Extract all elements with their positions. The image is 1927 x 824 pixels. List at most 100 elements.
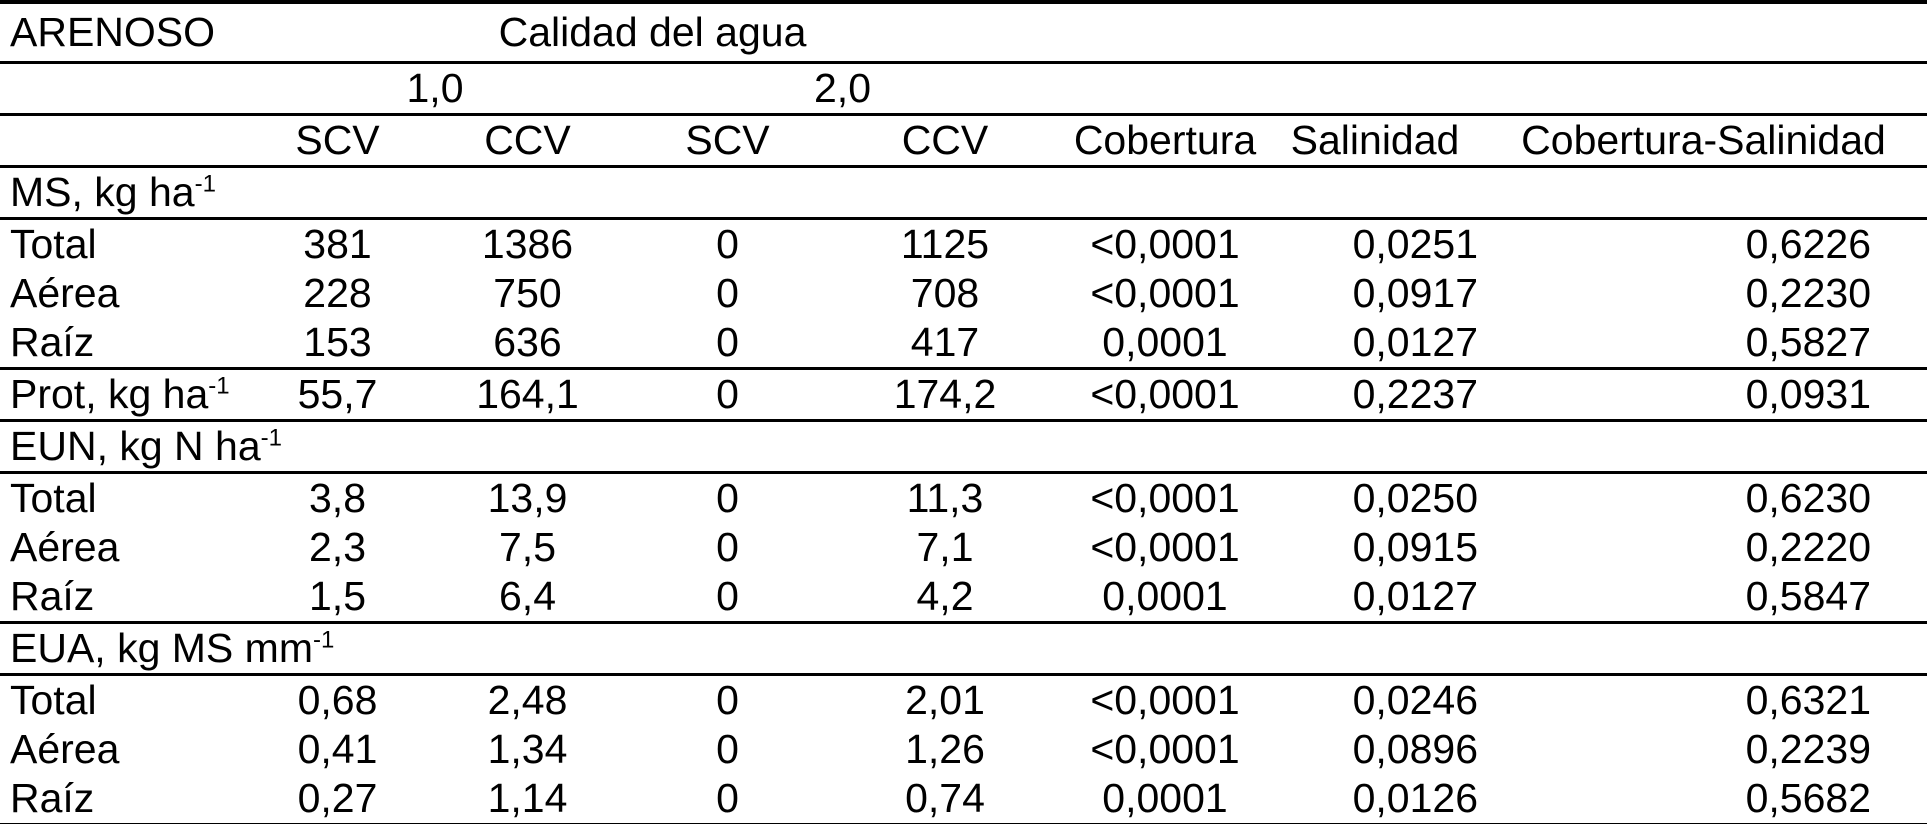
cell-value: 0 [716,725,739,772]
cell-value: 0,0896 [1352,725,1478,772]
cell-value: 0,2239 [1745,725,1871,772]
cell-value: 0,0915 [1352,523,1478,570]
cell-value: 0,6321 [1745,676,1871,723]
water-level-2: 2,0 [625,62,1060,116]
table-row: Raíz 1,5 6,4 0 4,2 0,0001 0,0127 0,5847 [0,572,1927,624]
cell-value: 381 [303,220,372,267]
cell-value: 2,3 [309,523,366,570]
table-row: Prot, kg ha-1 55,7 164,1 0 174,2 <0,0001… [0,368,1927,422]
cell-value: 0 [716,774,739,821]
cell-value: 1125 [900,220,990,267]
cell-value: 0,0127 [1270,572,1480,624]
empty-cell [1060,2,1927,64]
section-header-ms: MS, kg ha-1 [0,166,1927,220]
row-label-superscript: -1 [208,372,230,400]
table-row: Aérea 228 750 0 708 <0,0001 0,0917 0,223… [0,269,1927,318]
cell-value: 0,41 [297,725,378,772]
cell-value: 1,5 [245,572,430,624]
table-row: Aérea 2,3 7,5 0 7,1 <0,0001 0,0915 0,222… [0,523,1927,572]
cell-value: 0,2237 [1270,368,1480,422]
section-unit-superscript: -1 [194,170,216,198]
section-header-eua: EUA, kg MS mm-1 [0,622,1927,676]
cell-value: 0 [625,368,830,422]
cell-value: 0,0127 [1270,318,1480,370]
cell-value: 0,74 [905,774,985,821]
section-unit-superscript: -1 [312,626,335,654]
cell-value: 2,01 [905,676,985,723]
cell-value: 0,5827 [1480,318,1927,370]
cell-value: <0,0001 [1090,220,1240,267]
cell-value: 3,8 [309,474,366,521]
cell-value: <0,0001 [1090,269,1240,316]
cell-value: 0 [716,676,739,723]
cell-value: 0,0001 [1060,318,1270,370]
column-header-ccv-1: CCV [430,114,625,168]
cell-value: 0,6226 [1745,220,1871,267]
row-label: Total [10,676,97,723]
cell-value: 0,0250 [1352,474,1478,521]
cell-value: 636 [430,318,625,370]
column-header-ccv-2: CCV [830,114,1060,168]
section-header-row: EUA, kg MS mm-1 [0,622,1927,676]
cell-value: <0,0001 [1090,676,1240,723]
cell-value: 0,0126 [1352,774,1478,821]
cell-value: 0 [625,572,830,624]
cell-value: 0,0001 [1102,774,1228,821]
section-header-row: EUN, kg N ha-1 [0,420,1927,474]
cell-value: 417 [830,318,1060,370]
cell-value: <0,0001 [1090,523,1240,570]
cell-value: 0 [716,269,739,316]
column-header-scv-1: SCV [245,114,430,168]
row-label: Total [10,220,97,267]
row-label-prot: Prot, kg ha-1 [0,368,245,422]
table-row: Total 381 1386 0 1125 <0,0001 0,0251 0,6… [0,219,1927,270]
cell-value: 55,7 [245,368,430,422]
column-header-cobertura: Cobertura [1060,114,1270,168]
cell-value: 13,9 [487,474,568,521]
cell-value: 0,0251 [1352,220,1478,267]
row-label: Aérea [10,523,120,570]
cell-value: 0,0917 [1352,269,1478,316]
cell-value: 0,0246 [1352,676,1478,723]
section-header-row: MS, kg ha-1 [0,166,1927,220]
cell-value: 164,1 [430,368,625,422]
cell-value: 0,27 [297,774,378,821]
row-label: Raíz [10,774,95,821]
table-row: Total 0,68 2,48 0 2,01 <0,0001 0,0246 0,… [0,675,1927,726]
row-label-text: Prot, kg ha [10,370,209,417]
cell-value: 0,68 [297,676,378,723]
cell-value: 7,5 [499,523,556,570]
cell-value: 708 [910,269,980,316]
water-level-1: 1,0 [245,62,625,116]
cell-value: 153 [245,318,430,370]
table-row: 1,0 2,0 [0,62,1927,116]
cell-value: 0,0001 [1060,572,1270,624]
table-header-row: SCV CCV SCV CCV Cobertura Salinidad Cobe… [0,114,1927,168]
cell-value: 0,2220 [1745,523,1871,570]
cell-value: 1,34 [487,725,568,772]
cell-value: <0,0001 [1090,725,1240,772]
row-label: Raíz [0,572,245,624]
row-label: Total [10,474,97,521]
cell-value: <0,0001 [1060,368,1270,422]
cell-value: 0,0931 [1480,368,1927,422]
cell-value: 0,2230 [1745,269,1871,316]
table-row: Raíz 153 636 0 417 0,0001 0,0127 0,5827 [0,318,1927,370]
table-row: Total 3,8 13,9 0 11,3 <0,0001 0,0250 0,6… [0,473,1927,524]
table-row: Aérea 0,41 1,34 0 1,26 <0,0001 0,0896 0,… [0,725,1927,774]
section-unit-label: EUA, kg MS mm [10,624,313,671]
cell-value: 0,5682 [1745,774,1871,821]
cell-value: 228 [303,269,372,316]
column-header-salinidad: Salinidad [1270,114,1480,168]
cell-value: 0 [625,318,830,370]
cell-value: 7,1 [916,523,974,570]
section-header-eun: EUN, kg N ha-1 [0,420,1927,474]
empty-cell [0,62,245,116]
section-unit-label: EUN, kg N ha [10,422,261,469]
row-label: Aérea [10,725,120,772]
section-unit-superscript: -1 [260,424,282,452]
table-corner-label: ARENOSO [0,2,245,64]
cell-value: 1,14 [487,774,568,821]
table-row: ARENOSO Calidad del agua [0,2,1927,64]
